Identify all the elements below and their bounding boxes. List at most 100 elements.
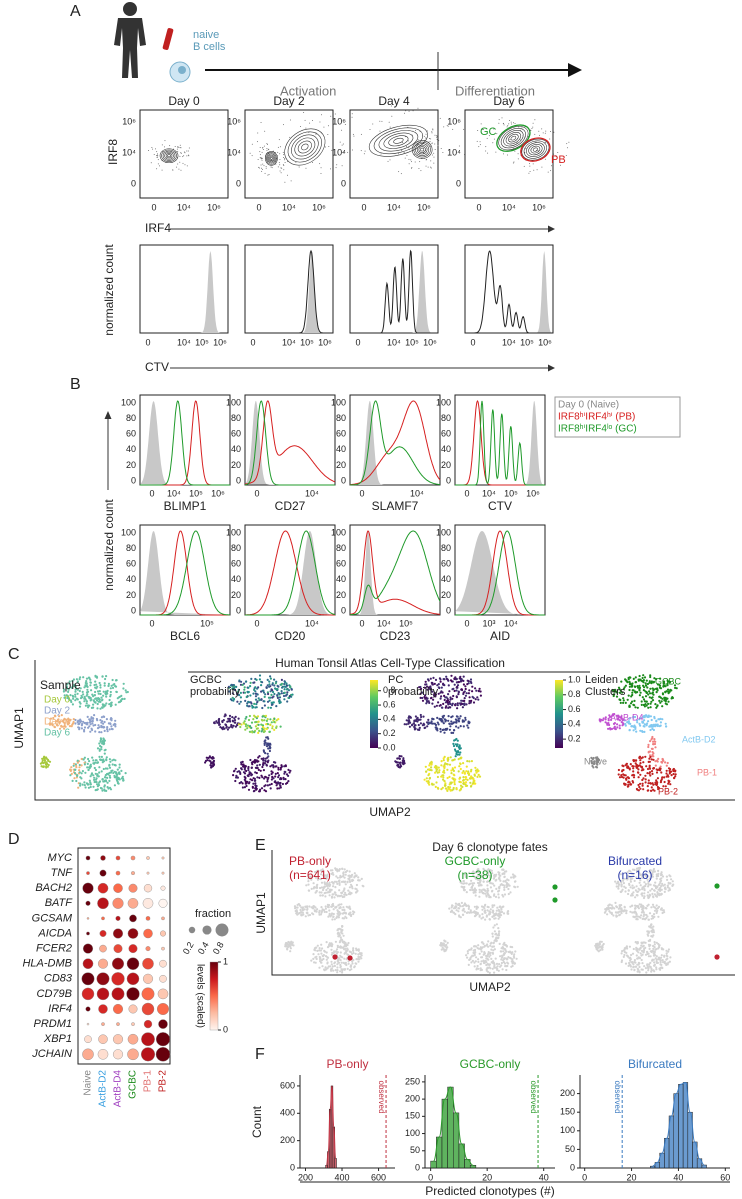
umap-point — [612, 914, 615, 917]
umap-point — [663, 890, 666, 894]
umap-point — [660, 907, 663, 910]
leiden-point — [596, 759, 599, 762]
gcbc-point — [266, 700, 270, 703]
gcbc-point — [272, 690, 275, 694]
leiden-point — [651, 782, 654, 785]
umap-point — [492, 914, 495, 918]
event-dot — [506, 154, 508, 156]
sample-point — [90, 727, 93, 730]
umap-point — [320, 952, 323, 955]
pc-point — [420, 687, 423, 691]
sample-point — [72, 762, 76, 765]
day-title: Day 2 — [273, 94, 305, 108]
umap-point — [289, 950, 292, 953]
umap-point — [321, 909, 324, 913]
sample-point — [96, 685, 99, 688]
sample-point — [122, 682, 125, 685]
pc-point — [442, 678, 445, 681]
umap-point — [634, 896, 637, 899]
pc-point — [447, 693, 450, 696]
gc-histogram — [245, 530, 336, 616]
umap-point — [629, 910, 632, 913]
gcbc-point — [232, 684, 236, 687]
y-tick-label: 100 — [436, 527, 451, 537]
gcbc-point — [254, 782, 257, 785]
leiden-point — [667, 782, 670, 785]
gcbc-point — [268, 730, 271, 734]
event-dot — [249, 152, 251, 154]
leiden-point — [652, 693, 655, 696]
gcbc-point — [210, 762, 213, 765]
umap-point — [488, 913, 491, 916]
event-dot — [408, 158, 410, 160]
umap-point — [624, 962, 628, 965]
umap-point — [333, 896, 336, 899]
sample-point — [101, 789, 104, 792]
event-dot — [493, 128, 495, 130]
pc-point — [441, 719, 444, 722]
gcbc-point — [275, 784, 278, 787]
umap-point — [316, 883, 319, 886]
umap-point — [653, 870, 657, 873]
gcbc-point — [247, 782, 251, 785]
umap-point — [642, 896, 646, 900]
contour-line — [268, 154, 275, 163]
contour-line — [418, 146, 426, 153]
colorbar-tick-label: 0.2 — [568, 734, 581, 744]
contour-line — [510, 135, 517, 141]
x-tick-label: 0 — [470, 337, 475, 347]
gcbc-point — [290, 688, 293, 691]
umap-point — [664, 886, 667, 889]
event-dot — [405, 145, 407, 147]
event-dot — [488, 135, 490, 137]
contour-line — [373, 127, 424, 155]
umap-point — [657, 915, 660, 918]
gc-histogram — [455, 400, 545, 486]
umap-point — [491, 952, 495, 955]
umap-point — [336, 910, 340, 913]
pc-point — [475, 771, 478, 774]
sample-point — [105, 718, 108, 721]
section-title: Day 6 clonotype fates — [432, 840, 547, 854]
umap-point — [497, 893, 500, 896]
gcbc-point — [258, 729, 261, 733]
x-tick-label: 0 — [361, 202, 366, 212]
gcbc-point — [249, 771, 252, 774]
umap-point — [668, 887, 671, 890]
umap-point — [642, 915, 645, 918]
sample-point — [72, 685, 75, 688]
sample-point — [118, 771, 121, 775]
umap-point — [349, 965, 352, 968]
sample-point — [91, 722, 94, 725]
x-tick-label: 0 — [256, 202, 261, 212]
leiden-point — [672, 772, 675, 776]
umap-point — [337, 935, 340, 938]
leiden-point — [659, 684, 662, 687]
y-tick-label: 100 — [436, 397, 451, 407]
leiden-point — [643, 676, 647, 679]
sample-point — [102, 690, 105, 693]
umap-point — [669, 875, 672, 878]
event-dot — [443, 126, 445, 128]
umap-point — [335, 952, 338, 955]
axis-label: normalized count — [102, 499, 116, 591]
event-dot — [152, 148, 154, 150]
sample-point — [122, 687, 125, 690]
y-tick-label: 80 — [126, 543, 136, 553]
umap-point — [507, 887, 510, 891]
umap-point — [639, 916, 642, 919]
b-cell-icon — [169, 61, 191, 83]
contour-line — [265, 151, 278, 166]
event-dot — [452, 128, 454, 130]
event-dot — [512, 162, 514, 164]
x-tick-label: 0 — [254, 618, 259, 628]
y-tick-label: 10⁴ — [227, 147, 241, 157]
y-tick-label: 0 — [236, 178, 241, 188]
gcbc-point — [262, 726, 265, 729]
umap-point — [504, 880, 507, 883]
pc-point — [443, 755, 446, 759]
gcbc-point — [263, 789, 266, 792]
leiden-point — [596, 761, 599, 764]
panel-label: E — [255, 837, 266, 854]
sample-point — [86, 715, 89, 719]
